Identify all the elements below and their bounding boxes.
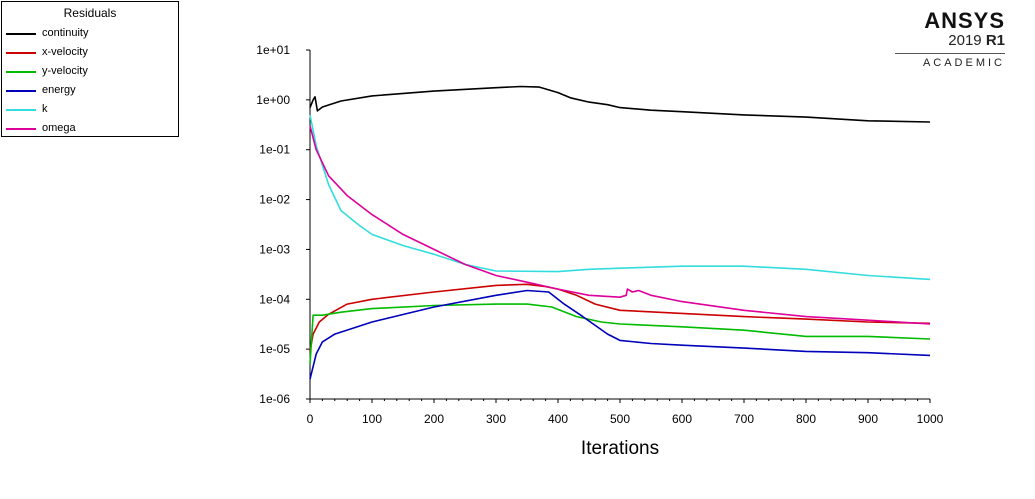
x-tick-label: 1000 <box>917 412 944 426</box>
legend-label-energy: energy <box>42 84 76 96</box>
y-tick-label: 1e-03 <box>259 242 290 256</box>
legend-item-energy: energy <box>6 83 176 99</box>
series-line-energy <box>309 289 931 380</box>
chart-series <box>309 85 931 380</box>
legend-label-omega: omega <box>42 122 76 134</box>
legend-swatch-y-velocity <box>6 71 36 73</box>
y-tick-label: 1e+00 <box>256 93 290 107</box>
x-tick-label: 600 <box>672 412 692 426</box>
logo-release: R1 <box>985 32 1005 49</box>
y-tick-label: 1e-01 <box>259 143 290 157</box>
chart-ticks: 0 100 200 300 400 500 600 700 800 900 1000 1e-06 1e-… <box>256 43 943 426</box>
x-tick-label: 300 <box>486 412 506 426</box>
series-line-k <box>309 114 931 281</box>
y-tick-label: 1e-04 <box>259 292 290 306</box>
series-line-y-velocity <box>309 303 931 365</box>
legend-swatch-continuity <box>6 33 36 35</box>
logo-edition: ACADEMIC <box>922 57 1005 69</box>
legend-item-x-velocity: x-velocity <box>6 45 176 61</box>
legend-swatch-k <box>6 109 36 111</box>
x-axis-label: Iterations <box>581 438 659 459</box>
legend-label-continuity: continuity <box>42 27 89 39</box>
logo-brand: ANSYS <box>924 8 1005 33</box>
legend-item-continuity: continuity <box>6 26 176 42</box>
legend-item-omega: omega <box>6 121 176 137</box>
y-tick-label: 1e+01 <box>256 43 290 57</box>
series-line-omega <box>309 125 931 325</box>
x-tick-label: 0 <box>307 412 314 426</box>
logo-divider <box>895 53 1005 54</box>
legend-label-k: k <box>42 103 48 115</box>
legend: Residuals continuity x-velocity y-veloci… <box>1 1 179 137</box>
legend-title: Residuals <box>63 6 117 20</box>
legend-swatch-energy <box>6 90 36 92</box>
series-line-continuity <box>309 85 931 123</box>
legend-swatch-omega <box>6 128 36 130</box>
x-tick-label: 500 <box>610 412 630 426</box>
x-tick-label: 100 <box>362 412 382 426</box>
y-tick-label: 1e-06 <box>259 392 290 406</box>
x-tick-label: 900 <box>858 412 878 426</box>
x-tick-label: 800 <box>796 412 816 426</box>
legend-item-k: k <box>6 102 176 118</box>
chart-axes <box>309 50 930 400</box>
legend-label-x-velocity: x-velocity <box>42 46 88 58</box>
x-tick-label: 200 <box>424 412 444 426</box>
ansys-logo: ANSYS 2019 R1 ACADEMIC <box>895 10 1005 69</box>
y-tick-label: 1e-02 <box>259 193 290 207</box>
legend-label-y-velocity: y-velocity <box>42 65 88 77</box>
logo-version-line: 2019 R1 <box>895 32 1005 50</box>
x-tick-label: 400 <box>548 412 568 426</box>
logo-version: 2019 <box>948 32 982 49</box>
legend-swatch-x-velocity <box>6 52 36 54</box>
x-tick-label: 700 <box>734 412 754 426</box>
legend-item-y-velocity: y-velocity <box>6 64 176 80</box>
y-tick-label: 1e-05 <box>259 342 290 356</box>
